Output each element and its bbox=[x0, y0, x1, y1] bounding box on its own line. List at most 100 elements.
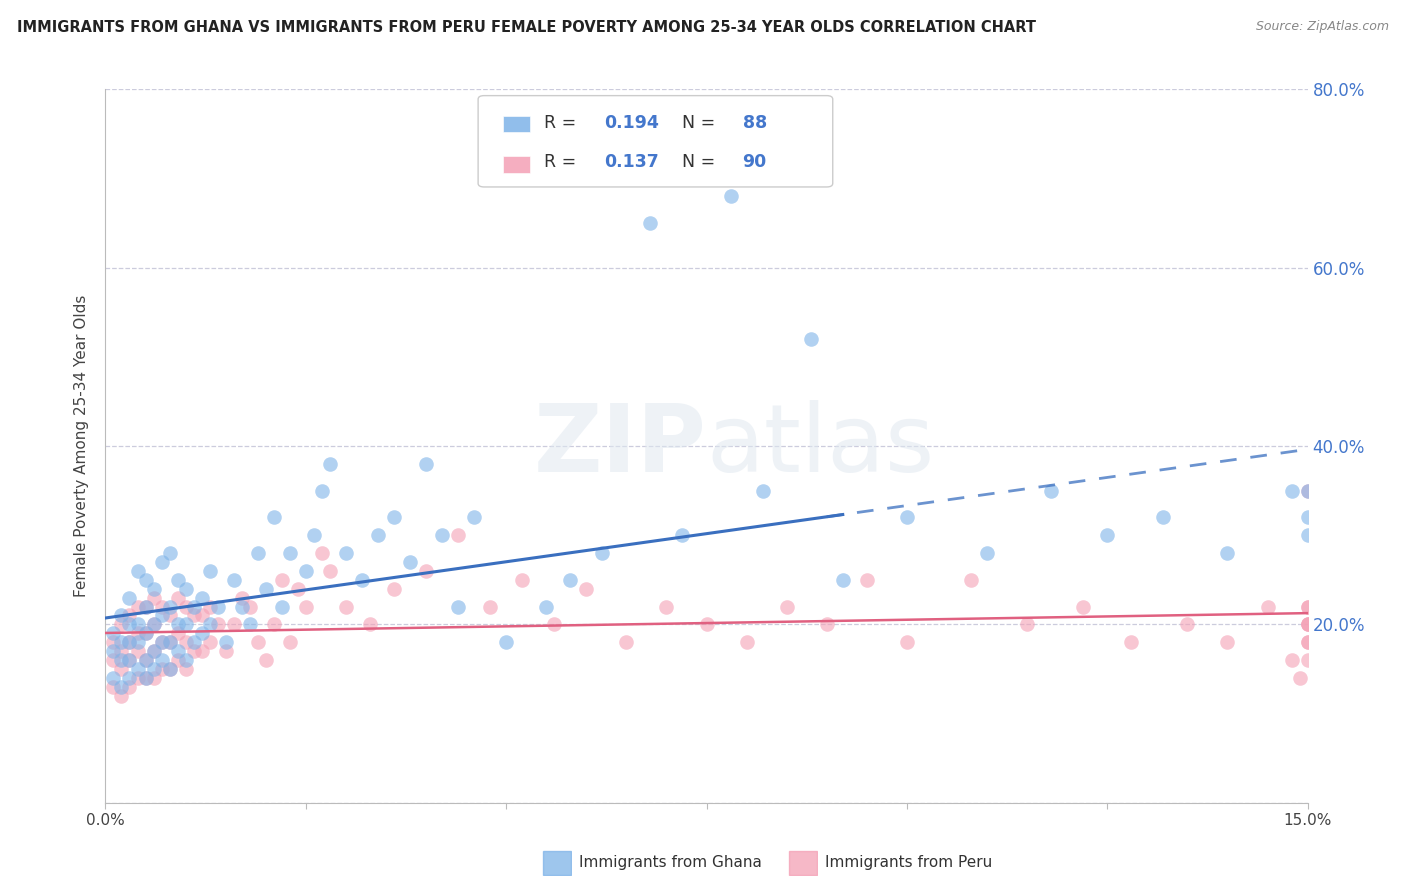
Point bbox=[263, 510, 285, 524]
Point bbox=[159, 599, 181, 614]
Point bbox=[1121, 635, 1143, 649]
Point bbox=[166, 591, 188, 605]
Point bbox=[1296, 617, 1319, 632]
Point bbox=[479, 599, 502, 614]
Point bbox=[720, 189, 742, 203]
Point bbox=[135, 626, 157, 640]
Point bbox=[166, 653, 188, 667]
Point bbox=[127, 662, 149, 676]
Point bbox=[127, 671, 149, 685]
Point bbox=[319, 564, 342, 578]
Point bbox=[127, 626, 149, 640]
Point bbox=[103, 671, 125, 685]
Point bbox=[174, 582, 197, 596]
FancyBboxPatch shape bbox=[503, 156, 530, 173]
Point bbox=[150, 653, 173, 667]
Point bbox=[1097, 528, 1119, 542]
Point bbox=[335, 599, 357, 614]
Point bbox=[1296, 599, 1319, 614]
Point bbox=[246, 546, 269, 560]
Point bbox=[1296, 635, 1319, 649]
Point bbox=[135, 599, 157, 614]
Point bbox=[103, 680, 125, 694]
Point bbox=[254, 582, 277, 596]
Point bbox=[103, 653, 125, 667]
Point bbox=[150, 635, 173, 649]
Point bbox=[159, 662, 181, 676]
Point bbox=[142, 644, 165, 658]
Point bbox=[735, 635, 758, 649]
Point bbox=[616, 635, 638, 649]
Point bbox=[150, 635, 173, 649]
Point bbox=[1296, 599, 1319, 614]
Point bbox=[127, 564, 149, 578]
Point bbox=[776, 599, 799, 614]
Point bbox=[159, 635, 181, 649]
Point bbox=[198, 599, 221, 614]
Point bbox=[135, 599, 157, 614]
Point bbox=[174, 653, 197, 667]
Point bbox=[190, 626, 212, 640]
Point bbox=[118, 653, 141, 667]
Point bbox=[287, 582, 309, 596]
Point bbox=[103, 626, 125, 640]
Text: Immigrants from Ghana: Immigrants from Ghana bbox=[579, 855, 762, 870]
Point bbox=[174, 635, 197, 649]
Point bbox=[150, 555, 173, 569]
Point bbox=[118, 591, 141, 605]
Text: N =: N = bbox=[682, 114, 721, 132]
Point bbox=[110, 635, 132, 649]
Point bbox=[135, 573, 157, 587]
Point bbox=[1257, 599, 1279, 614]
Point bbox=[183, 644, 205, 658]
Point bbox=[1296, 510, 1319, 524]
Point bbox=[174, 599, 197, 614]
Point bbox=[415, 564, 437, 578]
Point bbox=[671, 528, 693, 542]
Point bbox=[118, 680, 141, 694]
Point bbox=[222, 573, 245, 587]
Text: R =: R = bbox=[544, 153, 582, 171]
Point bbox=[295, 599, 318, 614]
Point bbox=[447, 528, 470, 542]
Text: atlas: atlas bbox=[707, 400, 935, 492]
Point bbox=[640, 216, 662, 230]
Point bbox=[976, 546, 998, 560]
Point bbox=[1040, 483, 1063, 498]
Point bbox=[560, 573, 582, 587]
Point bbox=[1288, 671, 1310, 685]
Point bbox=[543, 617, 565, 632]
Point bbox=[1296, 635, 1319, 649]
Point bbox=[127, 617, 149, 632]
Point bbox=[534, 599, 557, 614]
Text: 0.194: 0.194 bbox=[605, 114, 659, 132]
Point bbox=[118, 617, 141, 632]
Point bbox=[118, 671, 141, 685]
Text: IMMIGRANTS FROM GHANA VS IMMIGRANTS FROM PERU FEMALE POVERTY AMONG 25-34 YEAR OL: IMMIGRANTS FROM GHANA VS IMMIGRANTS FROM… bbox=[17, 20, 1036, 35]
Point bbox=[142, 591, 165, 605]
Point bbox=[110, 680, 132, 694]
Point bbox=[855, 573, 877, 587]
Point bbox=[166, 573, 188, 587]
Point bbox=[1296, 617, 1319, 632]
Point bbox=[127, 635, 149, 649]
Point bbox=[960, 573, 983, 587]
Point bbox=[270, 573, 292, 587]
Point bbox=[831, 573, 853, 587]
Point bbox=[150, 599, 173, 614]
Point bbox=[1216, 546, 1239, 560]
Point bbox=[142, 582, 165, 596]
Point bbox=[110, 644, 132, 658]
Point bbox=[655, 599, 678, 614]
Point bbox=[1017, 617, 1039, 632]
Text: R =: R = bbox=[544, 114, 582, 132]
Point bbox=[1296, 483, 1319, 498]
Point bbox=[159, 635, 181, 649]
Text: 0.137: 0.137 bbox=[605, 153, 659, 171]
Point bbox=[350, 573, 373, 587]
Point bbox=[135, 653, 157, 667]
Point bbox=[1281, 483, 1303, 498]
FancyBboxPatch shape bbox=[503, 116, 530, 132]
Point bbox=[198, 564, 221, 578]
Point bbox=[142, 671, 165, 685]
